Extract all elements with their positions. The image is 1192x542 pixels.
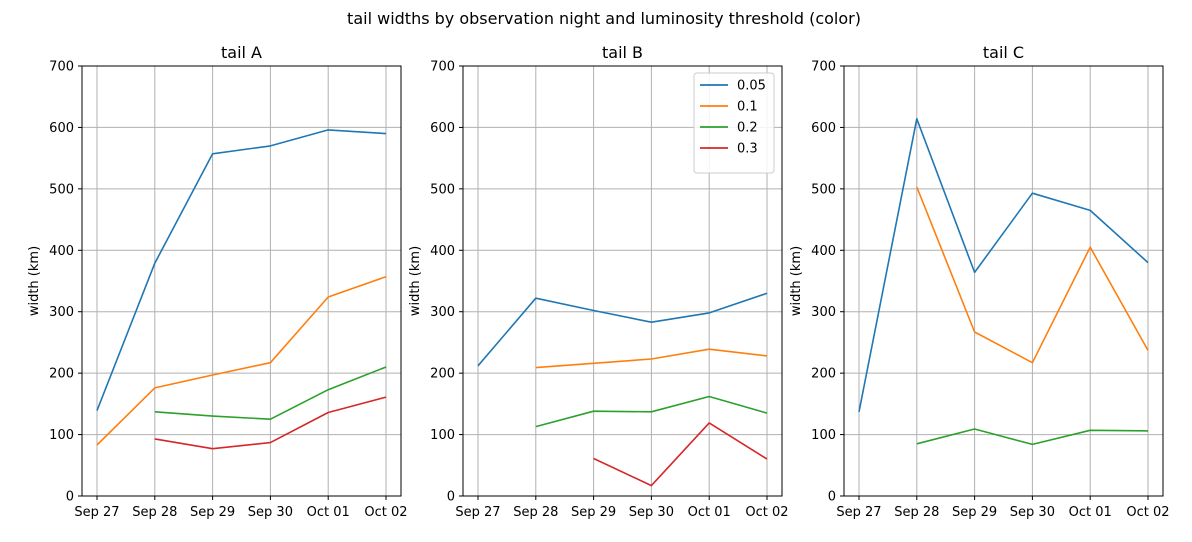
y-tick-label: 100 <box>430 428 455 443</box>
y-tick-label: 500 <box>430 182 455 197</box>
x-tick-label: Sep 30 <box>629 505 674 520</box>
plot-frame <box>81 65 402 497</box>
series-line-0.2 <box>535 395 768 428</box>
panels-container: Sep 27 Sep 28 Sep 29 Sep 30 Oct 01 Oct 02 0 100… <box>27 43 1170 520</box>
legend-label: 0.2 <box>737 121 758 136</box>
y-tick-label: 500 <box>811 182 836 197</box>
y-tick-label: 0 <box>66 490 74 505</box>
y-tick-label: 500 <box>49 182 74 197</box>
y-tick-label: 300 <box>811 305 836 320</box>
y-tick-label: 700 <box>430 60 455 75</box>
panel-1: Sep 27 Sep 28 Sep 29 Sep 30 Oct 01 Oct 02 0 100… <box>27 43 408 520</box>
x-tick-label: Sep 27 <box>836 505 881 520</box>
series-line-0.1 <box>96 275 387 446</box>
y-axis-label: width (km) <box>789 246 804 316</box>
y-tick-label: 100 <box>49 428 74 443</box>
plot-frame <box>462 65 783 497</box>
y-tick-label: 700 <box>811 60 836 75</box>
y-tick-label: 300 <box>49 305 74 320</box>
panel-title: tail B <box>602 43 643 62</box>
y-tick-label: 200 <box>811 367 836 382</box>
y-tick-label: 0 <box>447 490 455 505</box>
y-tick-label: 0 <box>828 490 836 505</box>
panel-title: tail C <box>983 43 1024 62</box>
x-tick-label: Sep 28 <box>513 505 558 520</box>
x-tick-label: Oct 01 <box>307 505 350 520</box>
y-tick-label: 200 <box>430 367 455 382</box>
x-tick-label: Sep 30 <box>248 505 293 520</box>
series-line-0.3 <box>154 396 387 450</box>
y-tick-label: 600 <box>49 121 74 136</box>
legend-label: 0.1 <box>737 100 758 115</box>
plot-frame <box>843 65 1164 497</box>
x-tick-label: Sep 29 <box>190 505 235 520</box>
y-axis-label: width (km) <box>408 246 423 316</box>
x-tick-label: Sep 30 <box>1010 505 1055 520</box>
x-tick-label: Oct 01 <box>688 505 731 520</box>
series-line-0.2 <box>154 366 387 421</box>
x-tick-label: Sep 28 <box>894 505 939 520</box>
x-tick-label: Sep 29 <box>952 505 997 520</box>
legend-label: 0.3 <box>737 142 758 157</box>
y-tick-label: 600 <box>811 121 836 136</box>
legend-label: 0.05 <box>737 79 766 94</box>
x-tick-label: Oct 02 <box>1126 505 1169 520</box>
y-tick-label: 200 <box>49 367 74 382</box>
series-line-0.2 <box>916 428 1149 446</box>
y-axis-label: width (km) <box>27 246 42 316</box>
series-line-0.05 <box>477 292 768 367</box>
x-tick-label: Sep 27 <box>455 505 500 520</box>
series-line-0.05 <box>858 118 1149 412</box>
y-tick-label: 400 <box>811 244 836 259</box>
series-line-0.05 <box>96 129 387 411</box>
y-tick-label: 400 <box>49 244 74 259</box>
y-tick-label: 300 <box>430 305 455 320</box>
series-line-0.1 <box>535 348 768 369</box>
x-tick-label: Sep 29 <box>571 505 616 520</box>
panel-3: Sep 27 Sep 28 Sep 29 Sep 30 Oct 01 Oct 02 0 100… <box>789 43 1170 520</box>
x-tick-label: Oct 02 <box>745 505 788 520</box>
x-tick-label: Oct 02 <box>364 505 407 520</box>
y-tick-label: 600 <box>430 121 455 136</box>
series-line-0.1 <box>916 186 1149 364</box>
x-tick-label: Sep 28 <box>132 505 177 520</box>
panel-2: Sep 27 Sep 28 Sep 29 Sep 30 Oct 01 Oct 02 0 100… <box>408 43 789 520</box>
y-tick-label: 700 <box>49 60 74 75</box>
x-tick-label: Sep 27 <box>74 505 119 520</box>
series-line-0.3 <box>593 422 768 487</box>
x-tick-label: Oct 01 <box>1069 505 1112 520</box>
y-tick-label: 100 <box>811 428 836 443</box>
y-tick-label: 400 <box>430 244 455 259</box>
panel-title: tail A <box>221 43 262 62</box>
legend: 0.05 0.1 0.2 0.3 <box>693 72 775 174</box>
figure-title: tail widths by observation night and lum… <box>347 9 861 28</box>
